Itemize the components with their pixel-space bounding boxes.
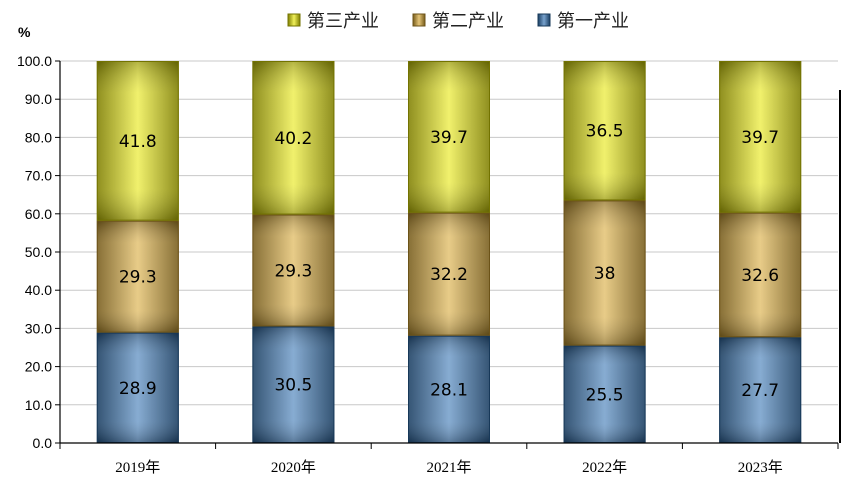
bar-segment [252, 326, 335, 443]
bar-segment [563, 200, 646, 346]
x-tick-label: 2020年 [271, 459, 316, 476]
data-label: 29.3 [274, 262, 312, 282]
y-tick-label: 40.0 [25, 282, 52, 298]
x-tick-label: 2022年 [582, 459, 627, 476]
data-label: 38 [594, 264, 616, 284]
x-tick-label: 2019年 [115, 459, 160, 476]
legend-label: 第一产业 [557, 11, 629, 32]
bar-segment [96, 332, 179, 443]
legend-item: 第三产业 [287, 11, 379, 32]
data-label: 28.9 [119, 379, 157, 399]
y-tick-label: 50.0 [25, 244, 52, 260]
bar-segment [408, 61, 490, 213]
y-tick-label: 80.0 [25, 129, 52, 145]
data-label: 28.1 [430, 380, 468, 400]
y-tick-label: 0.0 [33, 435, 53, 451]
data-label: 29.3 [119, 268, 157, 288]
data-label: 25.5 [586, 385, 624, 405]
bar-segment [252, 61, 335, 215]
bar-segment [719, 61, 802, 213]
x-tick-label: 2023年 [738, 459, 783, 476]
legend-swatch [412, 13, 426, 27]
bar-segment [408, 212, 490, 336]
legend-swatch [537, 13, 551, 27]
y-axis-unit: % [18, 24, 31, 40]
bar-segment [563, 345, 646, 443]
data-label: 39.7 [741, 128, 779, 148]
data-label: 30.5 [274, 376, 312, 396]
y-tick-label: 70.0 [25, 168, 52, 184]
y-tick-label: 10.0 [25, 397, 52, 413]
y-tick-label: 90.0 [25, 91, 52, 107]
axes: 0.0 10.0 20.0 30.0 40.0 50.0 60.0 70.0 80.0 90.0 1… [17, 53, 841, 476]
bar-segment [408, 335, 490, 443]
bar-segment [719, 337, 802, 444]
legend-item: 第二产业 [412, 11, 504, 32]
legend-label: 第三产业 [307, 11, 379, 32]
data-label: 40.2 [274, 129, 312, 149]
data-label: 41.8 [119, 132, 157, 152]
bar-segment [252, 214, 335, 327]
bar-segment [96, 220, 179, 333]
data-labels: 28.9 29.3 41.8 30.5 29.3 40.2 28.1 32.2 39.7 25.5… [119, 122, 779, 406]
y-tick-label: 30.0 [25, 320, 52, 336]
data-label: 36.5 [586, 122, 624, 142]
x-tick-label: 2021年 [426, 459, 471, 476]
legend-item: 第一产业 [537, 11, 629, 32]
legend-swatch [287, 13, 301, 27]
bar-segment [719, 212, 802, 338]
bars [96, 61, 802, 444]
data-label: 27.7 [741, 381, 779, 401]
data-label: 39.7 [430, 128, 468, 148]
y-tick-label: 20.0 [25, 359, 52, 375]
data-label: 32.6 [741, 266, 779, 286]
legend: 第三产业 第二产业 第一产业 [287, 11, 629, 32]
y-tick-label: 60.0 [25, 206, 52, 222]
bar-segment [96, 61, 179, 221]
bar-segment [563, 61, 646, 201]
y-tick-label: 100.0 [17, 53, 52, 69]
data-label: 32.2 [430, 265, 468, 285]
legend-label: 第二产业 [432, 11, 504, 32]
